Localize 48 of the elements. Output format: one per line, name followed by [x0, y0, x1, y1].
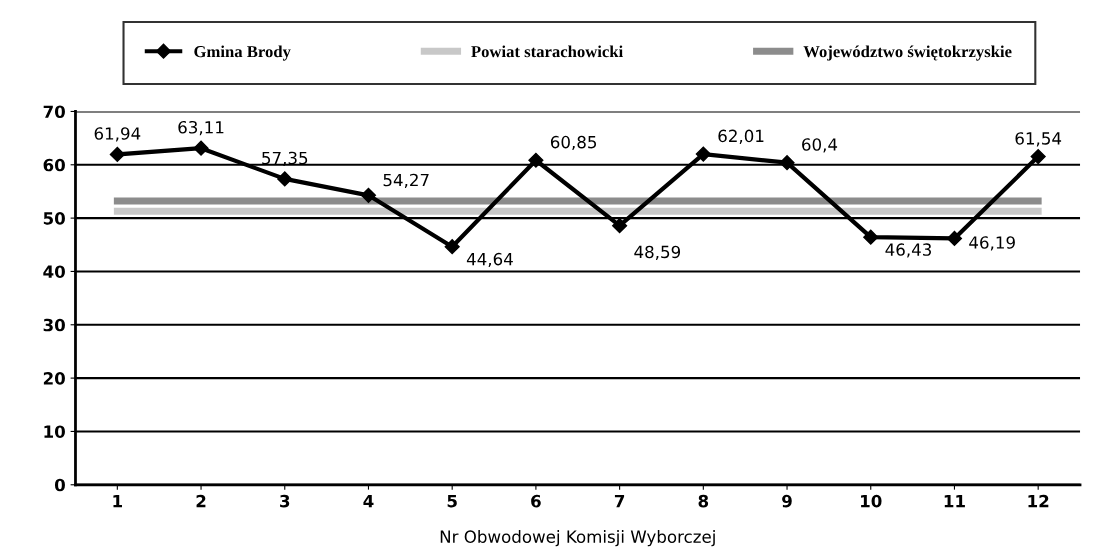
y-tick-label: 20: [43, 372, 65, 385]
data-label: 57,35: [262, 151, 308, 166]
x-tick-label: 2: [196, 494, 206, 508]
x-tick-label: 1: [113, 495, 122, 508]
y-tick-label: 50: [43, 212, 65, 225]
legend-label: Województwo świętokrzyskie: [803, 45, 1012, 61]
legend-label: Powiat starachowicki: [471, 45, 623, 58]
x-tick-label: 7: [614, 495, 625, 508]
point: [779, 155, 795, 171]
data-label: 61,94: [94, 127, 141, 142]
point: [1030, 148, 1046, 165]
y-tick-label: 30: [43, 318, 65, 332]
data-label: 60,85: [550, 135, 597, 151]
y-tick-label: 10: [44, 425, 65, 438]
data-label: 48,59: [634, 245, 681, 260]
x-tick-label: 11: [944, 495, 965, 508]
point: [277, 171, 293, 187]
x-tick-label: 5: [447, 495, 457, 508]
x-tick-label: 10: [861, 494, 882, 508]
x-tick-label: 6: [531, 494, 541, 508]
y-tick-label: 0: [54, 478, 65, 492]
point: [612, 218, 628, 234]
data-label: 61,54: [1015, 132, 1062, 147]
point: [528, 152, 544, 168]
point: [444, 239, 460, 255]
point: [109, 146, 125, 163]
data-label: 46,43: [885, 243, 932, 258]
x-tick-label: 3: [280, 494, 290, 508]
point: [946, 230, 963, 246]
y-tick-label: 60: [43, 158, 65, 172]
point: [695, 146, 711, 162]
x-tick-label: 4: [363, 495, 374, 508]
data-label: 44,64: [466, 252, 513, 268]
y-tick-label: 40: [43, 265, 65, 279]
point: [193, 140, 209, 156]
legend-label: Gmina Brody: [194, 45, 291, 61]
point: [360, 187, 377, 203]
data-label: 60,4: [802, 138, 838, 153]
data-label: 46,19: [969, 236, 1015, 251]
x-tick-label: 9: [782, 494, 792, 508]
point: [863, 229, 879, 245]
data-label: 63,11: [178, 120, 224, 136]
data-label: 62,01: [718, 129, 764, 144]
data-label: 54,27: [383, 173, 429, 188]
x-axis-title: Nr Obwodowej Komisji Wyborczej: [440, 530, 715, 547]
x-tick-label: 8: [698, 494, 709, 508]
y-tick-label: 70: [43, 105, 65, 119]
x-tick-label: 12: [1028, 494, 1049, 508]
